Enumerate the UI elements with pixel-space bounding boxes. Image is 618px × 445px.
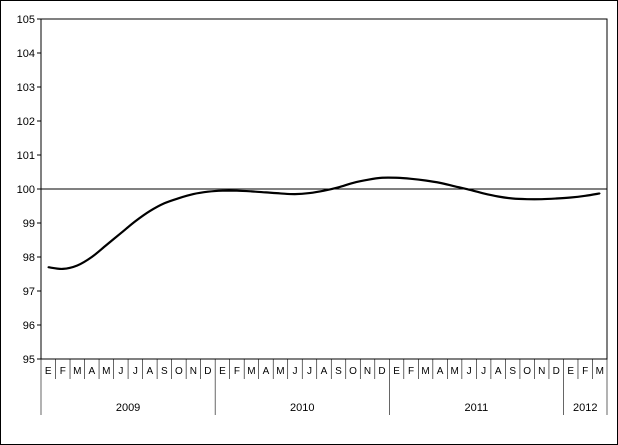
data-point	[192, 193, 195, 195]
x-month-label: E	[567, 366, 574, 377]
x-year-label: 2009	[116, 402, 140, 414]
x-month-label: J	[118, 366, 123, 377]
data-point	[149, 210, 151, 212]
y-tick-label: 97	[23, 286, 35, 298]
data-point	[207, 190, 209, 193]
data-point	[352, 182, 354, 184]
data-point	[497, 195, 499, 198]
data-point	[598, 192, 601, 195]
data-point	[323, 189, 325, 192]
data-point	[482, 192, 485, 195]
x-month-label: M	[276, 366, 284, 377]
x-month-label: A	[263, 366, 270, 377]
x-month-label: A	[437, 366, 444, 377]
y-tick-label: 98	[23, 252, 35, 264]
data-point	[294, 193, 296, 195]
x-month-label: D	[204, 366, 211, 377]
x-month-label: N	[190, 366, 197, 377]
data-point	[76, 264, 79, 267]
data-point	[178, 197, 180, 199]
x-year-label: 2011	[465, 402, 489, 414]
data-point	[279, 192, 282, 195]
x-month-label: M	[102, 366, 110, 377]
data-point	[120, 232, 122, 234]
y-axis: 95 96 97 98 99 100 101 102 103 104 105	[17, 14, 41, 366]
data-point	[250, 190, 253, 193]
x-month-label: O	[523, 366, 531, 377]
x-month-label: M	[421, 366, 429, 377]
x-month-label: E	[219, 366, 226, 377]
x-month-label: J	[481, 366, 486, 377]
data-point	[366, 179, 369, 181]
y-tick-label: 105	[17, 14, 35, 26]
data-point	[236, 189, 238, 192]
data-point	[134, 220, 137, 223]
data-point	[61, 268, 64, 270]
data-point	[308, 192, 311, 194]
x-month-label: S	[509, 366, 516, 377]
x-month-label: S	[335, 366, 342, 377]
x-month-label: E	[393, 366, 400, 377]
x-month-label: A	[321, 366, 328, 377]
x-month-label: A	[88, 366, 95, 377]
data-point	[105, 244, 108, 246]
x-month-label: F	[582, 366, 588, 377]
x-month-label: M	[596, 366, 604, 377]
x-month-label: M	[73, 366, 81, 377]
x-month-label: J	[133, 366, 138, 377]
data-point	[424, 179, 427, 182]
data-point	[337, 186, 340, 189]
data-point	[526, 198, 528, 200]
data-point	[439, 182, 441, 184]
data-point	[47, 266, 50, 269]
x-month-label: N	[538, 366, 545, 377]
x-month-label: D	[378, 366, 385, 377]
x-month-label: F	[60, 366, 66, 377]
y-tick-label: 99	[23, 218, 35, 230]
y-tick-label: 96	[23, 320, 35, 332]
data-point	[381, 176, 383, 179]
y-tick-label: 104	[17, 48, 35, 60]
data-point	[221, 189, 224, 192]
data-point	[163, 202, 166, 205]
x-axis: E F M A M J J A S O N D E F M A M J J A S O N D E F M A M J J A S O N D E F M2…	[40, 359, 608, 415]
series-layer	[47, 176, 601, 271]
y-tick-label: 102	[17, 116, 35, 128]
x-year-label: 2012	[573, 402, 597, 414]
x-month-label: O	[349, 366, 357, 377]
x-month-label: J	[467, 366, 472, 377]
y-tick-label: 101	[17, 150, 35, 162]
x-month-label: E	[45, 366, 52, 377]
x-month-label: M	[247, 366, 255, 377]
x-year-label: 2010	[290, 402, 314, 414]
data-point	[453, 185, 456, 188]
data-point	[410, 178, 412, 180]
x-month-label: D	[553, 366, 560, 377]
x-month-label: A	[147, 366, 154, 377]
data-point	[265, 191, 267, 194]
x-month-label: F	[408, 366, 414, 377]
x-month-label: J	[307, 366, 312, 377]
data-point	[555, 197, 558, 200]
x-month-label: S	[161, 366, 168, 377]
data-point	[511, 197, 514, 200]
x-month-label: O	[175, 366, 183, 377]
y-tick-label: 95	[23, 354, 35, 366]
x-month-label: N	[364, 366, 371, 377]
data-point	[468, 188, 470, 191]
x-month-label: A	[495, 366, 502, 377]
data-point	[395, 176, 398, 179]
x-month-label: F	[234, 366, 240, 377]
x-month-label: M	[450, 366, 458, 377]
x-month-label: J	[292, 366, 297, 377]
data-point	[90, 256, 93, 258]
data-point	[540, 198, 543, 200]
data-point	[584, 195, 587, 197]
y-tick-label: 100	[17, 184, 35, 196]
data-point	[569, 196, 572, 199]
y-tick-label: 103	[17, 82, 35, 94]
